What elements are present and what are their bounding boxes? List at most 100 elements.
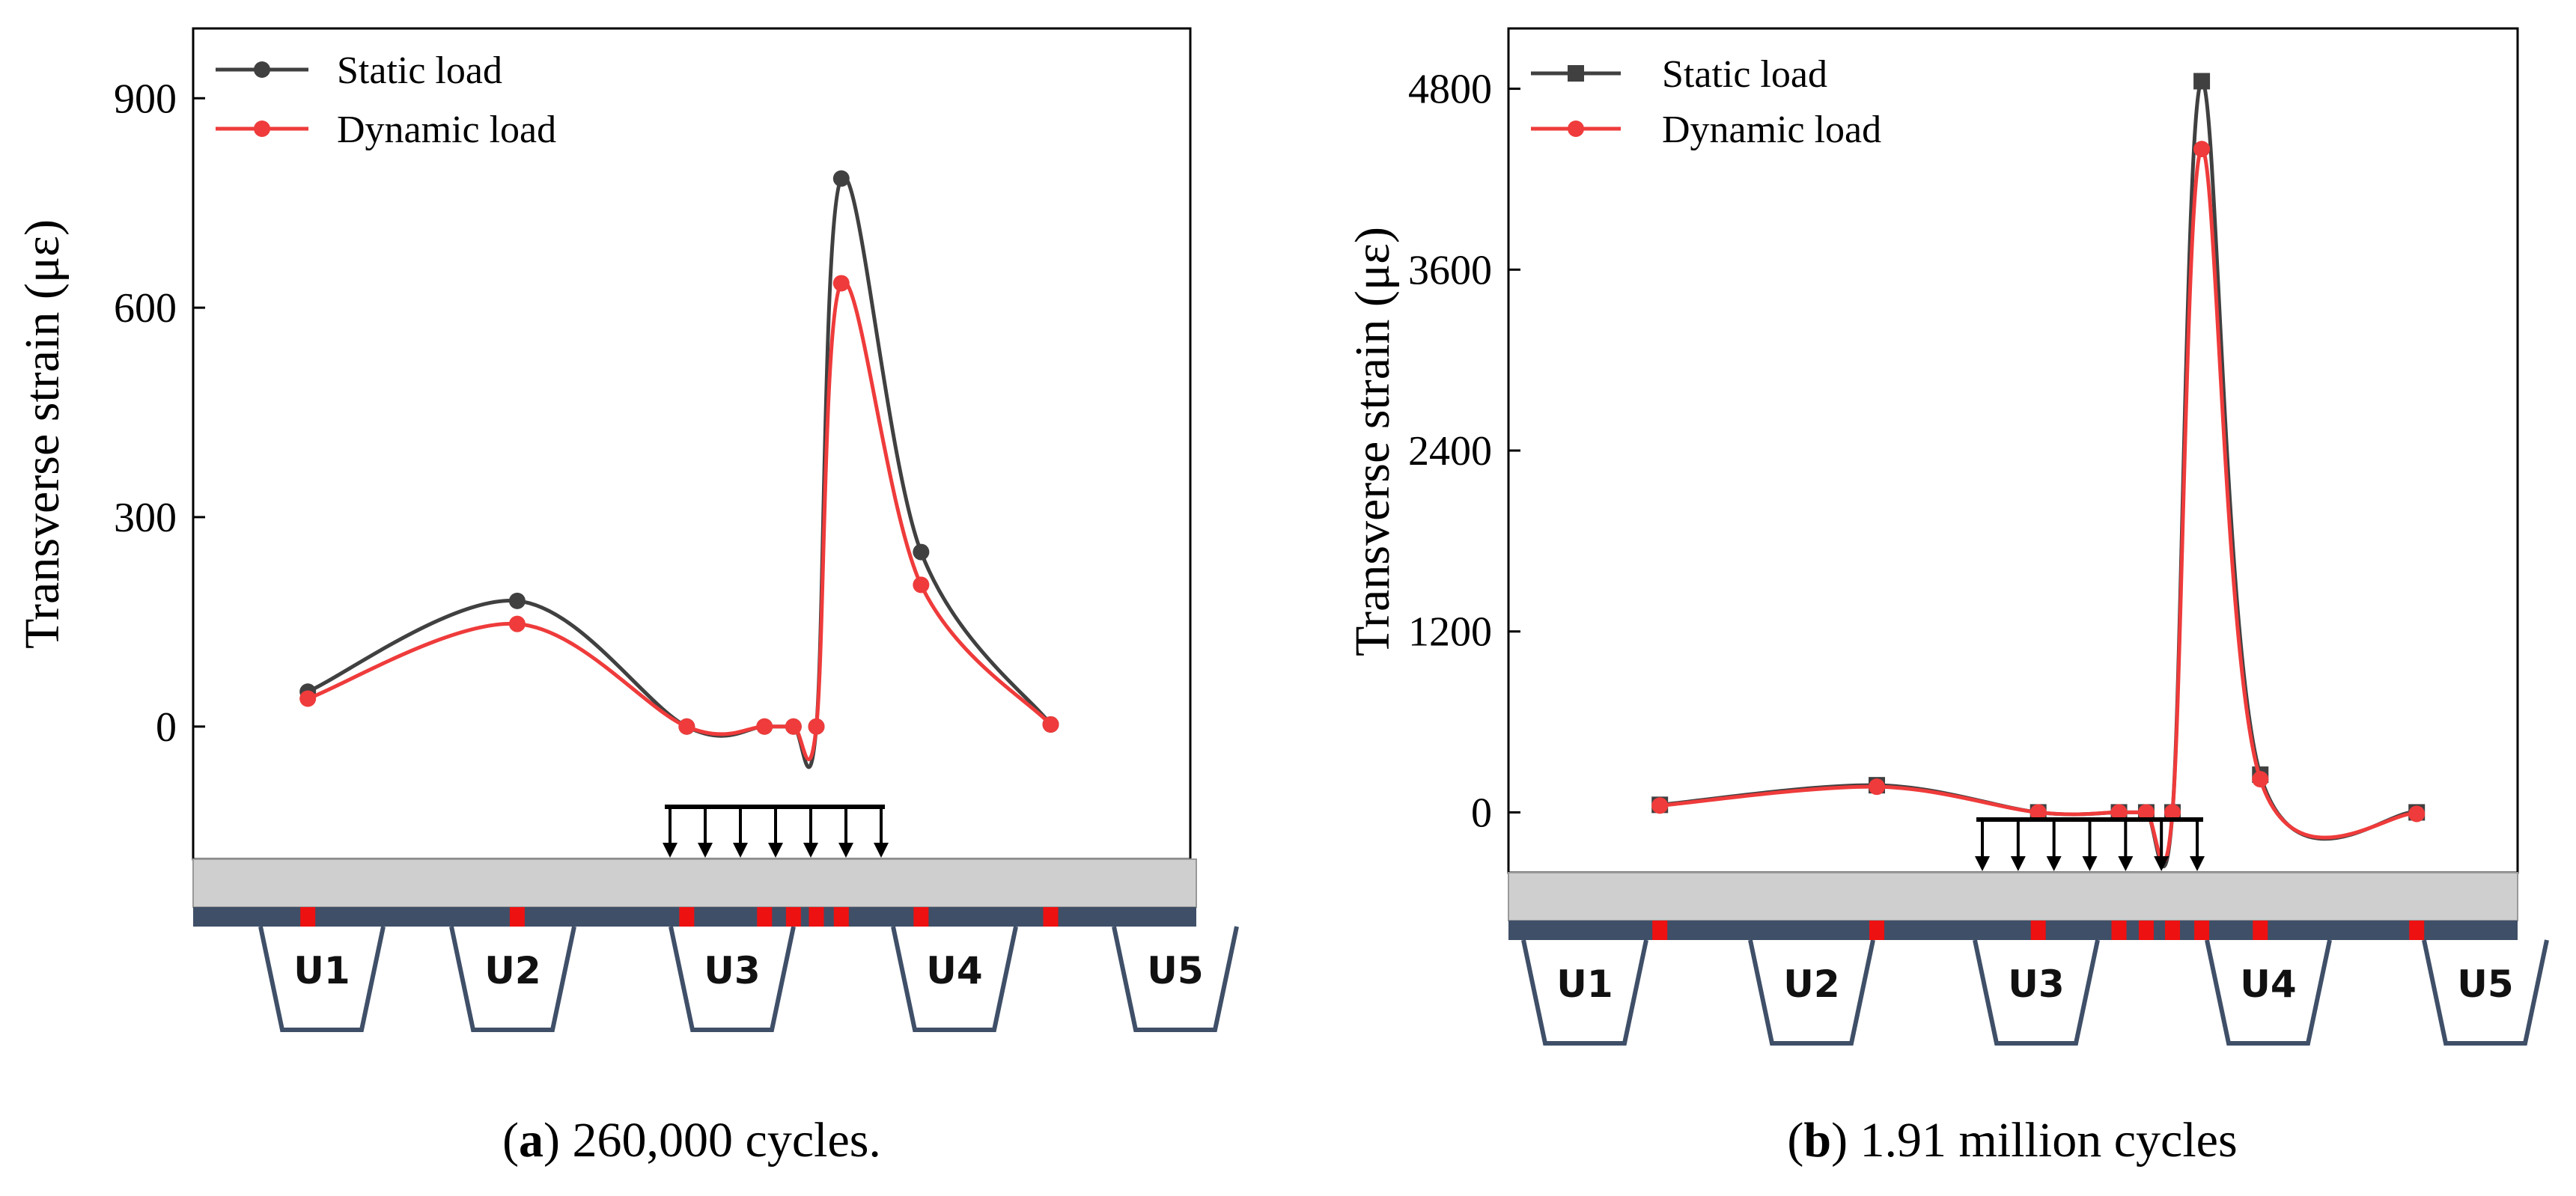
panel-b-sensor-1 bbox=[1869, 921, 1885, 940]
panel-a-dynamic-point-0 bbox=[299, 690, 317, 707]
panel-a-dynamic-point-2 bbox=[678, 718, 695, 735]
panel-b-legend-dynamic-label: Dynamic load bbox=[1662, 109, 1881, 151]
panel-b-u-ribs: U1 U2 U3 U4 U5 bbox=[1521, 939, 2549, 1046]
panel-a-series-dynamic-line bbox=[307, 279, 1053, 762]
panel-a-sensor-8 bbox=[1043, 907, 1059, 927]
panel-b-dynamic-point-1 bbox=[1869, 778, 1886, 796]
panel-a-chart: 0 300 600 900 Transverse strain (με) Static… bbox=[15, 27, 1239, 1168]
panel-a-u-ribs: U1 U2 U3 U4 U5 bbox=[258, 926, 1239, 1032]
panel-b-ytick-label-0: 0 bbox=[1471, 790, 1492, 836]
panel-b-sensor-3 bbox=[2111, 921, 2127, 940]
panel-a-deck-section: U1 U2 U3 U4 U5 bbox=[192, 858, 1239, 1032]
panel-a-dynamic-point-1 bbox=[508, 615, 526, 632]
panel-a-dynamic-point-4 bbox=[785, 718, 802, 735]
panel-a-load-arrow-6 bbox=[874, 807, 889, 858]
panel-a-static-point-7 bbox=[913, 543, 930, 561]
panel-b-legend: Static load Dynamic load bbox=[1531, 53, 1881, 151]
panel-a-static-point-1 bbox=[508, 592, 526, 609]
panel-a-load-arrow-2 bbox=[733, 807, 748, 858]
panel-a-rib-label-4: U4 bbox=[926, 949, 982, 992]
panel-b-sensor-2 bbox=[2030, 921, 2046, 940]
panel-b-dynamic-point-7 bbox=[2252, 771, 2269, 788]
panel-b-ytick-label-4: 4800 bbox=[1408, 67, 1492, 113]
panel-a-sensor-3 bbox=[757, 907, 773, 927]
panel-a-ytick-label-3: 900 bbox=[114, 76, 177, 122]
panel-b-dynamic-point-3 bbox=[2110, 804, 2128, 821]
panel-b-static-point-6 bbox=[2193, 73, 2211, 90]
panel-a-series-group bbox=[299, 170, 1059, 769]
panel-a-series-static-line bbox=[307, 174, 1053, 769]
panel-a-sensor-5 bbox=[809, 907, 824, 927]
panel-b-sensor-8 bbox=[2409, 921, 2425, 940]
panel-b-plot-frame bbox=[1507, 27, 2519, 874]
panel-a-load-arrow-1 bbox=[698, 807, 713, 858]
panel-a-rib-label-2: U2 bbox=[484, 949, 541, 992]
panel-a-deck-pavement bbox=[192, 858, 1197, 908]
panel-b-dynamic-point-8 bbox=[2408, 805, 2426, 823]
panel-b-ytick-label-1: 1200 bbox=[1408, 609, 1492, 656]
panel-a-sensor-2 bbox=[679, 907, 695, 927]
panel-a-legend-dynamic-label: Dynamic load bbox=[337, 109, 556, 151]
panel-b-sensor-7 bbox=[2253, 921, 2268, 940]
panel-a-dynamic-point-3 bbox=[756, 718, 773, 735]
panel-b-sensor-5 bbox=[2164, 921, 2180, 940]
panel-b-load-arrow-3 bbox=[2082, 820, 2098, 871]
panel-b-ytick-label-3: 3600 bbox=[1408, 247, 1492, 293]
panel-b-series-group bbox=[1651, 73, 2426, 869]
panel-a-sensor-4 bbox=[785, 907, 801, 927]
panel-b-legend-static-label: Static load bbox=[1662, 53, 1827, 96]
panel-b-load-arrow-1 bbox=[2010, 820, 2026, 871]
panel-a-dynamic-point-7 bbox=[913, 576, 930, 594]
panel-b-sensors bbox=[1652, 921, 2425, 940]
panel-b-load-arrow-2 bbox=[2046, 820, 2062, 871]
panel-b-load-arrow-5 bbox=[2154, 820, 2169, 871]
panel-b-deck-pavement bbox=[1508, 872, 2518, 921]
panel-b-sensor-6 bbox=[2194, 921, 2210, 940]
panel-a-rib-5: U5 bbox=[1112, 926, 1239, 1032]
panel-a-sensor-1 bbox=[509, 907, 525, 927]
panel-a-dynamic-point-8 bbox=[1042, 716, 1059, 733]
panel-a-sensor-6 bbox=[833, 907, 849, 927]
panel-b-dynamic-point-4 bbox=[2137, 804, 2155, 821]
panel-b-dynamic-point-5 bbox=[2164, 804, 2181, 821]
panel-b-rib-label-1: U1 bbox=[1556, 962, 1613, 1006]
panel-a-ytick-label-1: 300 bbox=[114, 495, 177, 541]
panel-a-legend-dynamic-marker bbox=[254, 120, 270, 137]
panel-a-legend-static-marker bbox=[254, 61, 270, 78]
panel-a-load-arrow-3 bbox=[768, 807, 783, 858]
panel-a-legend-static-label: Static load bbox=[337, 49, 502, 92]
panel-b-y-axis-title: Transverse strain (με) bbox=[1345, 227, 1400, 656]
panel-b-dynamic-point-0 bbox=[1651, 797, 1669, 814]
panel-b-legend-static-marker bbox=[1568, 65, 1584, 82]
panel-b-dynamic-point-6 bbox=[2193, 141, 2211, 158]
panel-a-rib-1: U1 bbox=[258, 926, 386, 1032]
panel-a-dynamic-point-5 bbox=[808, 718, 825, 735]
panel-a-rib-label-3: U3 bbox=[704, 949, 760, 992]
panel-a-sensor-7 bbox=[913, 907, 929, 927]
panel-b-caption: (b) 1.91 million cycles bbox=[1787, 1113, 2237, 1168]
panel-a-load-arrow-4 bbox=[803, 807, 818, 858]
panel-b-y-axis: 0 1200 2400 3600 4800 bbox=[1408, 67, 1520, 836]
panel-a-static-point-6 bbox=[832, 170, 850, 187]
panel-a-load-arrows bbox=[663, 805, 889, 858]
panel-b-dynamic-point-2 bbox=[2030, 804, 2047, 821]
panel-b-deck-section: U1 U2 U3 U4 U5 bbox=[1508, 872, 2549, 1046]
panel-a-load-arrow-0 bbox=[663, 807, 678, 858]
panel-a-dynamic-point-6 bbox=[832, 275, 850, 292]
panel-b-sensor-0 bbox=[1652, 921, 1668, 940]
panel-b-rib-label-5: U5 bbox=[2457, 962, 2513, 1006]
panel-a-rib-4: U4 bbox=[891, 926, 1018, 1032]
panel-a-sensors bbox=[300, 907, 1059, 927]
panel-b-series-dynamic-line bbox=[1659, 147, 2417, 864]
panel-b-rib-2: U2 bbox=[1748, 939, 1875, 1046]
panel-a-rib-3: U3 bbox=[669, 926, 796, 1032]
panel-b-sensor-4 bbox=[2138, 921, 2154, 940]
panel-b-load-arrows bbox=[1975, 817, 2205, 871]
panel-b-rib-1: U1 bbox=[1521, 939, 1648, 1046]
panel-b-series-static-line bbox=[1659, 79, 2417, 869]
panel-a-ytick-label-0: 0 bbox=[156, 704, 177, 751]
panel-b-load-arrow-0 bbox=[1975, 820, 1990, 871]
panel-a-y-axis-title: Transverse strain (με) bbox=[15, 219, 70, 649]
panel-a-deck-plate bbox=[193, 907, 1196, 927]
